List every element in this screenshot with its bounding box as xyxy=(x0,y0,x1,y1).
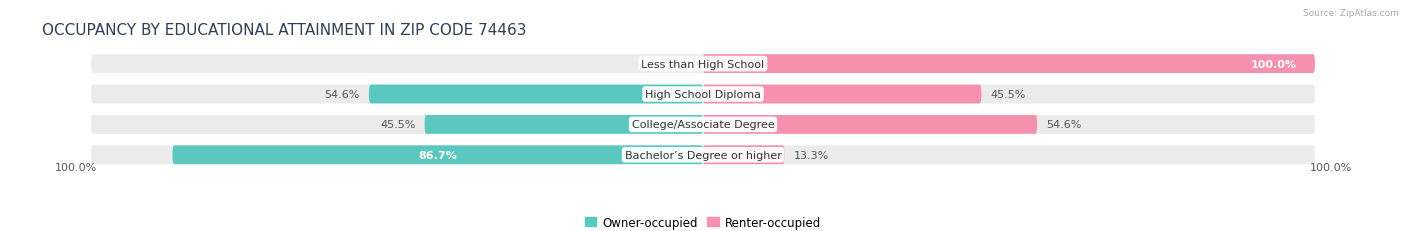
FancyBboxPatch shape xyxy=(703,116,1038,134)
Text: 45.5%: 45.5% xyxy=(380,120,415,130)
Text: 45.5%: 45.5% xyxy=(991,90,1026,100)
FancyBboxPatch shape xyxy=(91,116,1315,134)
Text: 86.7%: 86.7% xyxy=(419,150,457,160)
Text: OCCUPANCY BY EDUCATIONAL ATTAINMENT IN ZIP CODE 74463: OCCUPANCY BY EDUCATIONAL ATTAINMENT IN Z… xyxy=(42,23,527,38)
FancyBboxPatch shape xyxy=(425,116,703,134)
Text: High School Diploma: High School Diploma xyxy=(645,90,761,100)
FancyBboxPatch shape xyxy=(91,55,1315,74)
FancyBboxPatch shape xyxy=(91,146,1315,164)
Text: 54.6%: 54.6% xyxy=(1046,120,1081,130)
FancyBboxPatch shape xyxy=(703,55,1315,74)
Text: Source: ZipAtlas.com: Source: ZipAtlas.com xyxy=(1303,9,1399,18)
Text: 100.0%: 100.0% xyxy=(1309,163,1351,173)
FancyBboxPatch shape xyxy=(91,85,1315,104)
FancyBboxPatch shape xyxy=(703,146,785,164)
FancyBboxPatch shape xyxy=(703,85,981,104)
Text: 0.0%: 0.0% xyxy=(662,59,690,69)
Text: Less than High School: Less than High School xyxy=(641,59,765,69)
Text: 13.3%: 13.3% xyxy=(793,150,828,160)
FancyBboxPatch shape xyxy=(173,146,703,164)
Text: Bachelor’s Degree or higher: Bachelor’s Degree or higher xyxy=(624,150,782,160)
Text: 54.6%: 54.6% xyxy=(325,90,360,100)
FancyBboxPatch shape xyxy=(368,85,703,104)
Text: 100.0%: 100.0% xyxy=(55,163,97,173)
Text: College/Associate Degree: College/Associate Degree xyxy=(631,120,775,130)
Text: 100.0%: 100.0% xyxy=(1250,59,1296,69)
Legend: Owner-occupied, Renter-occupied: Owner-occupied, Renter-occupied xyxy=(579,211,827,231)
